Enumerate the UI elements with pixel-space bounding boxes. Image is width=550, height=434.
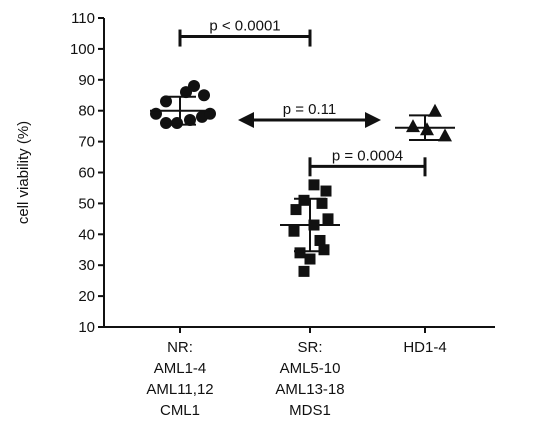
arrowhead-right xyxy=(365,111,381,128)
category-label-line: NR: xyxy=(167,339,193,356)
y-tick-label: 50 xyxy=(78,195,95,212)
data-point-square xyxy=(298,265,310,277)
data-point-circle xyxy=(184,113,196,126)
y-tick-label: 30 xyxy=(78,257,95,274)
data-point-square xyxy=(288,225,300,237)
p-value-label: p < 0.0001 xyxy=(209,18,280,35)
data-point-square xyxy=(308,179,320,191)
data-point-square xyxy=(304,253,316,265)
data-marks xyxy=(150,79,455,277)
y-axis-title: cell viability (%) xyxy=(15,121,32,224)
y-tick-label: 70 xyxy=(78,134,95,151)
data-point-circle xyxy=(160,117,172,130)
y-tick-label: 20 xyxy=(78,288,95,305)
data-point-triangle xyxy=(420,122,434,136)
axes: 10 20 30 40 50 60 70 80 90 100 110 cell viability (… xyxy=(15,10,495,419)
data-point-circle xyxy=(198,89,210,102)
p-value-label: p = 0.11 xyxy=(283,101,337,118)
data-point-circle xyxy=(188,79,200,92)
data-point-square xyxy=(290,204,302,216)
arrowhead-left xyxy=(238,111,254,128)
category-label-line: AML13-18 xyxy=(275,381,344,398)
y-tick-label: 10 xyxy=(78,319,95,336)
data-point-triangle xyxy=(428,103,442,117)
category-label-line: CML1 xyxy=(160,402,200,419)
p-value-label: p = 0.0004 xyxy=(332,147,403,164)
category-label-line: MDS1 xyxy=(289,402,331,419)
category-label-line: AML11,12 xyxy=(146,381,213,398)
category-label-line: HD1-4 xyxy=(403,339,446,356)
data-point-triangle xyxy=(406,119,420,133)
category-label-line: AML1-4 xyxy=(154,360,207,377)
data-point-square xyxy=(294,247,306,259)
y-tick-label: 110 xyxy=(71,10,95,27)
data-point-circle xyxy=(171,117,183,130)
category-label-line: AML5-10 xyxy=(280,360,341,377)
data-point-circle xyxy=(204,107,216,120)
data-point-square xyxy=(316,197,328,209)
data-point-circle xyxy=(150,107,162,120)
data-point-triangle xyxy=(438,128,452,142)
y-tick-label: 40 xyxy=(78,226,95,243)
y-tick-label: 100 xyxy=(70,41,95,58)
data-point-square xyxy=(322,213,334,225)
data-point-circle xyxy=(160,95,172,108)
annotations: p < 0.0001 p = 0.11 p = 0.0004 xyxy=(178,18,427,177)
y-tick-label: 80 xyxy=(78,103,95,120)
data-point-square xyxy=(318,244,330,256)
data-point-square xyxy=(314,234,326,246)
data-point-square xyxy=(320,185,332,197)
category-label-line: SR: xyxy=(297,339,322,356)
y-tick-label: 90 xyxy=(78,72,95,89)
y-tick-label: 60 xyxy=(78,165,95,182)
data-point-square xyxy=(298,194,310,206)
